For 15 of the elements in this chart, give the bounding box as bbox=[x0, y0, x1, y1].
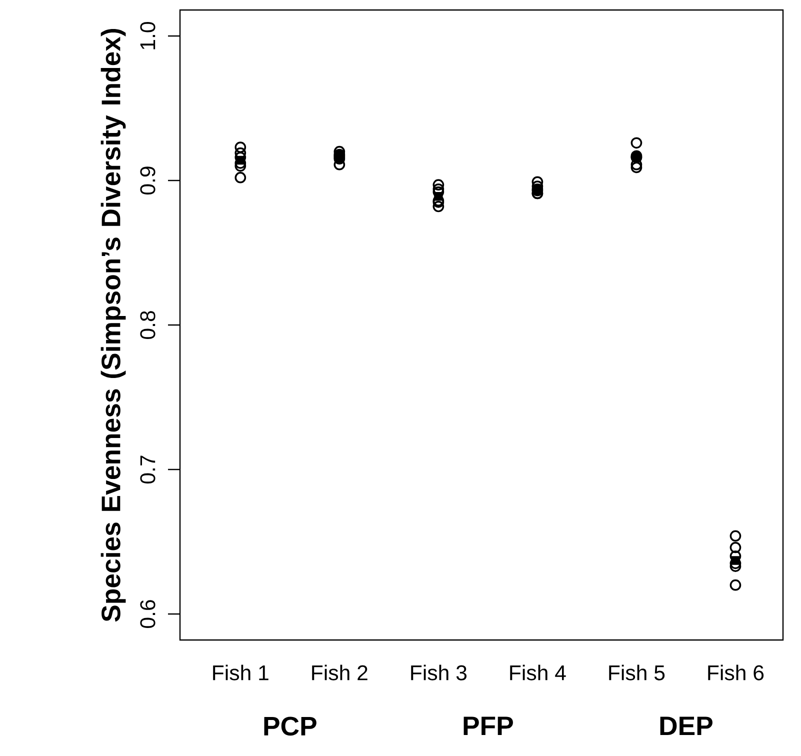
y-tick-label: 0.9 bbox=[140, 166, 156, 194]
y-axis-title: Species Evenness (Simpson’s Diversity Index) bbox=[100, 28, 126, 622]
y-tick-label: 0.7 bbox=[140, 456, 156, 484]
x-tick-label: Fish 3 bbox=[411, 664, 467, 680]
x-tick-label: Fish 2 bbox=[312, 664, 368, 680]
x-tick-label: Fish 1 bbox=[213, 664, 268, 680]
text: DEP bbox=[660, 716, 712, 736]
x-tick-label: Fish 4 bbox=[510, 664, 566, 680]
y-tick-label: 0.6 bbox=[140, 600, 156, 628]
x-tick-label: Fish 5 bbox=[609, 664, 665, 680]
text: PFP bbox=[464, 716, 513, 736]
y-tick-label: 0.8 bbox=[140, 311, 156, 339]
y-tick-label: 1.0 bbox=[140, 22, 156, 50]
x-tick-label: Fish 6 bbox=[708, 664, 764, 680]
text: PCP bbox=[264, 716, 316, 736]
